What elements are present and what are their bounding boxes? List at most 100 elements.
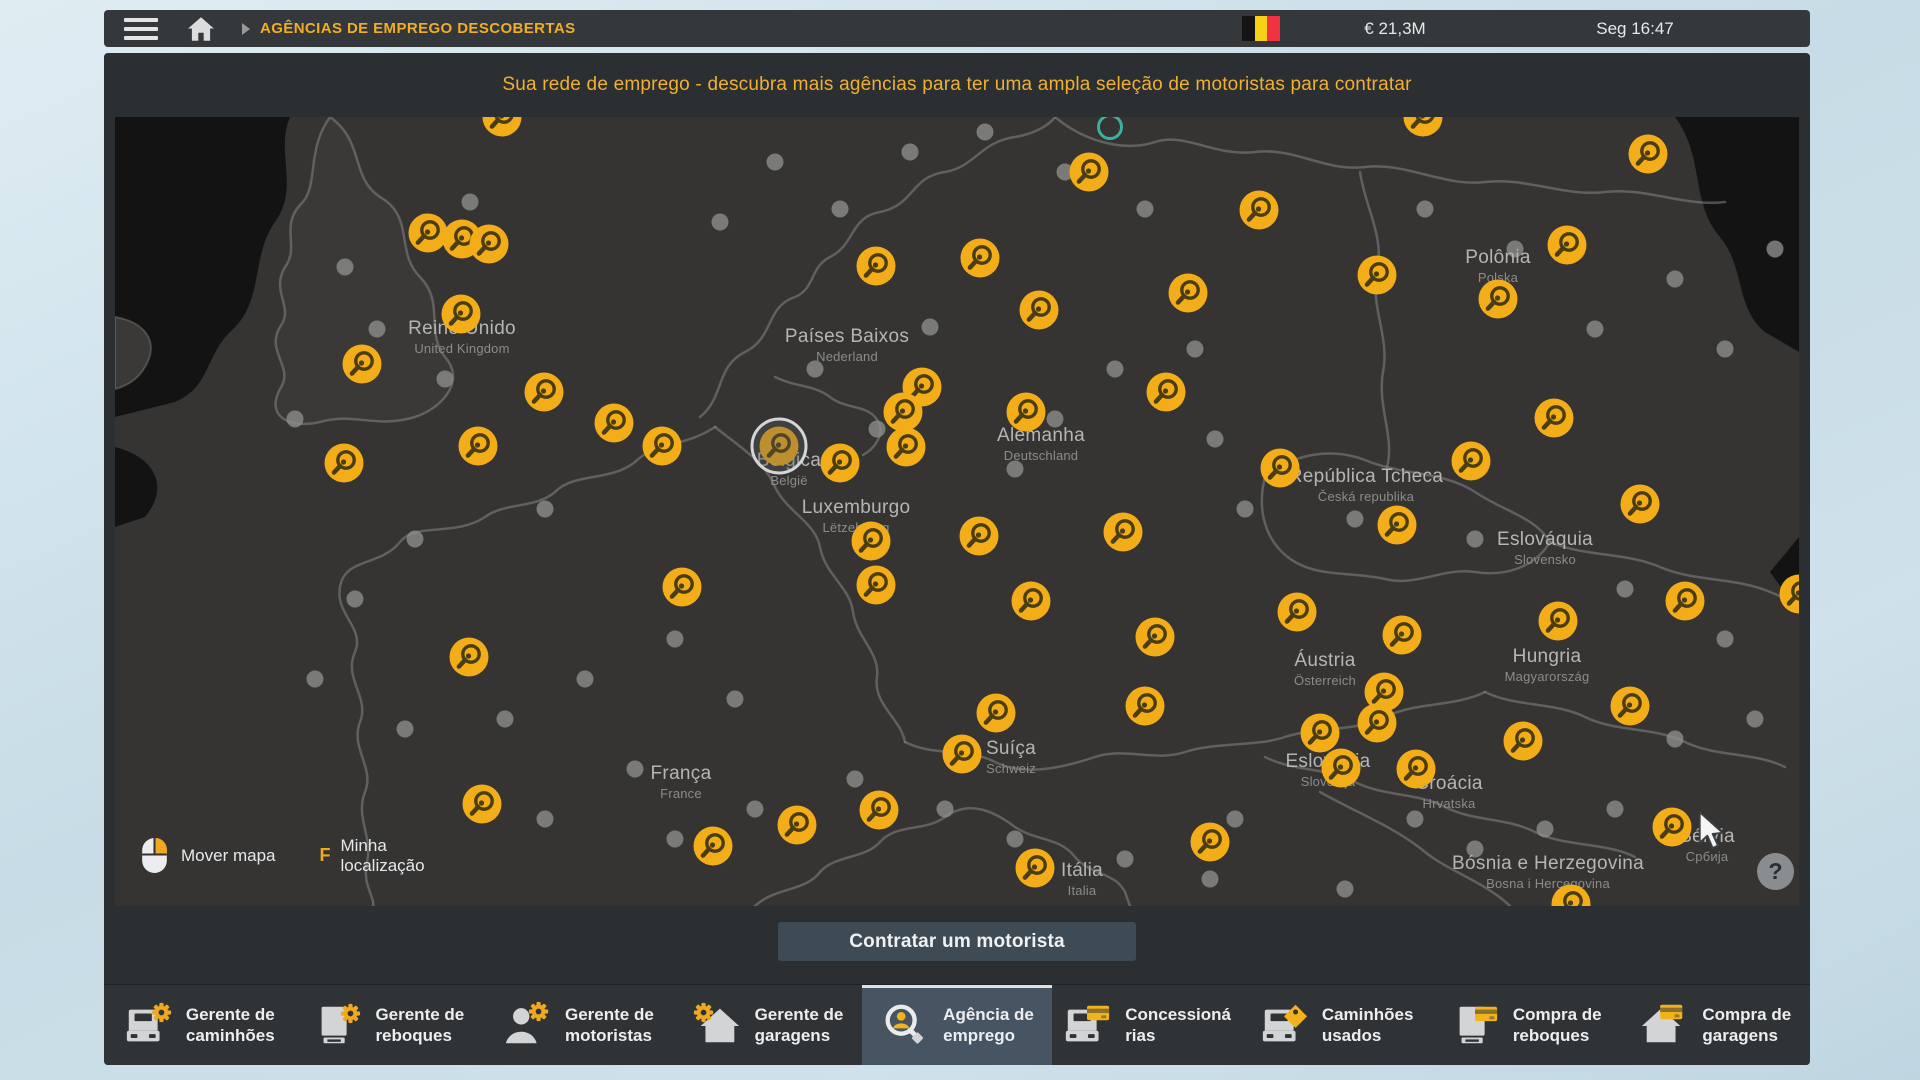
- agency-marker[interactable]: [1547, 225, 1588, 266]
- city-dot: [1717, 341, 1734, 358]
- toolbar-tab-truck-manager[interactable]: Gerente decaminhões: [104, 985, 294, 1065]
- agency-marker[interactable]: [1135, 617, 1176, 658]
- help-button[interactable]: ?: [1757, 853, 1794, 890]
- agency-marker[interactable]: [856, 246, 897, 287]
- agency-marker[interactable]: [856, 565, 897, 606]
- tab-label: Gerente degaragens: [755, 1004, 844, 1047]
- agency-marker[interactable]: [662, 567, 703, 608]
- agency-marker[interactable]: [594, 403, 635, 444]
- agency-marker[interactable]: [1277, 592, 1318, 633]
- agency-marker[interactable]: [777, 805, 818, 846]
- agency-marker[interactable]: [441, 294, 482, 335]
- city-dot: [1202, 871, 1219, 888]
- tab-label: Agência deemprego: [943, 1004, 1034, 1047]
- agency-marker[interactable]: [1652, 807, 1693, 848]
- toolbar-tab-dealerships[interactable]: Concessionárias: [1052, 985, 1242, 1065]
- agency-marker[interactable]: [482, 117, 523, 138]
- agency-marker[interactable]: [942, 734, 983, 775]
- agency-marker[interactable]: [820, 443, 861, 484]
- agency-marker[interactable]: [693, 826, 734, 867]
- city-dot: [1667, 271, 1684, 288]
- agency-marker[interactable]: [1610, 686, 1651, 727]
- agency-marker[interactable]: [1019, 290, 1060, 331]
- agency-marker[interactable]: [1239, 190, 1280, 231]
- agency-marker[interactable]: [1377, 505, 1418, 546]
- city-dot: [307, 671, 324, 688]
- agency-marker[interactable]: [458, 426, 499, 467]
- agency-marker[interactable]: [1534, 398, 1575, 439]
- agency-marker[interactable]: [469, 224, 510, 265]
- agency-marker[interactable]: [1478, 279, 1519, 320]
- home-icon[interactable]: [186, 15, 216, 43]
- agency-marker[interactable]: [462, 784, 503, 825]
- toolbar-tab-driver-manager[interactable]: Gerente demotoristas: [483, 985, 673, 1065]
- map-canvas[interactable]: Mover mapa F Minha localização ? Reino U…: [115, 117, 1799, 906]
- city-dot: [712, 214, 729, 231]
- agency-marker[interactable]: [976, 693, 1017, 734]
- city-dot: [497, 711, 514, 728]
- agency-marker[interactable]: [886, 427, 927, 468]
- toolbar-tab-used-trucks[interactable]: Caminhõesusados: [1241, 985, 1431, 1065]
- city-dot: [1417, 201, 1434, 218]
- city-dot: [1617, 581, 1634, 598]
- agency-marker[interactable]: [1260, 448, 1301, 489]
- agency-marker[interactable]: [1321, 748, 1362, 789]
- agency-marker[interactable]: [1015, 848, 1056, 889]
- agency-marker[interactable]: [1620, 484, 1661, 525]
- hire-driver-button[interactable]: Contratar um motorista: [778, 922, 1136, 961]
- agency-marker[interactable]: [1069, 152, 1110, 193]
- tab-icon: [1062, 1001, 1112, 1049]
- city-dot: [1047, 411, 1064, 428]
- agency-marker[interactable]: [960, 238, 1001, 279]
- agency-marker[interactable]: [342, 344, 383, 385]
- agency-marker[interactable]: [642, 426, 683, 467]
- tab-icon: [123, 1001, 173, 1049]
- game-time: Seg 16:47: [1510, 19, 1760, 39]
- tab-icon: [312, 1001, 362, 1049]
- agency-marker[interactable]: [1779, 574, 1800, 615]
- agency-marker[interactable]: [449, 637, 490, 678]
- city-dot: [347, 591, 364, 608]
- agency-marker[interactable]: [1168, 273, 1209, 314]
- agency-marker[interactable]: [1665, 581, 1706, 622]
- city-dot: [1237, 501, 1254, 518]
- money-display: € 21,3M: [1280, 19, 1510, 39]
- agency-marker[interactable]: [851, 521, 892, 562]
- agency-marker[interactable]: [1146, 372, 1187, 413]
- agency-marker[interactable]: [1357, 703, 1398, 744]
- city-dot: [1207, 431, 1224, 448]
- city-dot: [977, 124, 994, 141]
- agency-marker[interactable]: [324, 443, 365, 484]
- city-dot: [1187, 341, 1204, 358]
- agency-marker[interactable]: [1011, 581, 1052, 622]
- menu-icon[interactable]: [124, 18, 158, 40]
- agency-marker[interactable]: [1551, 884, 1592, 907]
- agency-marker[interactable]: [1103, 512, 1144, 553]
- agency-marker[interactable]: [1190, 822, 1231, 863]
- agency-marker-selected[interactable]: [759, 426, 800, 467]
- toolbar-tab-garage-manager[interactable]: Gerente degaragens: [673, 985, 863, 1065]
- agency-marker[interactable]: [959, 516, 1000, 557]
- agency-marker[interactable]: [1396, 749, 1437, 790]
- agency-marker[interactable]: [1628, 134, 1669, 175]
- tab-icon: [1639, 1001, 1689, 1049]
- agency-marker[interactable]: [1125, 686, 1166, 727]
- agency-marker[interactable]: [1503, 721, 1544, 762]
- toolbar-tab-trailer-manager[interactable]: Gerente dereboques: [294, 985, 484, 1065]
- agency-marker[interactable]: [1357, 255, 1398, 296]
- agency-marker[interactable]: [859, 790, 900, 831]
- agency-marker[interactable]: [1382, 615, 1423, 656]
- agency-marker[interactable]: [1006, 392, 1047, 433]
- toolbar-tab-garage-purchase[interactable]: Compra degaragens: [1621, 985, 1811, 1065]
- agency-marker[interactable]: [1451, 441, 1492, 482]
- toolbar-tab-trailer-purchase[interactable]: Compra dereboques: [1431, 985, 1621, 1065]
- toolbar-tab-employment-agency[interactable]: Agência deemprego: [862, 985, 1052, 1065]
- tab-label: Compra dereboques: [1513, 1004, 1602, 1047]
- agency-marker[interactable]: [883, 392, 924, 433]
- city-dot: [1747, 711, 1764, 728]
- agency-marker[interactable]: [1538, 601, 1579, 642]
- agency-marker[interactable]: [524, 372, 565, 413]
- agency-marker[interactable]: [1403, 117, 1444, 138]
- bottom-toolbar: Gerente decaminhões Gerente dereboques G…: [104, 984, 1810, 1065]
- my-location-label[interactable]: Minha localização: [340, 836, 458, 876]
